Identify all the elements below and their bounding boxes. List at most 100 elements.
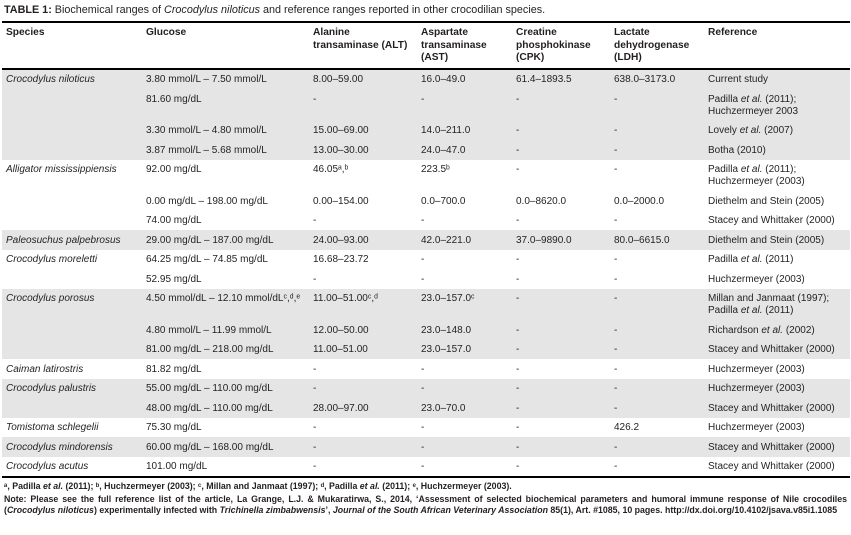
text-segment: 85(1), Art. #1085, 10 pages. http://dx.d… xyxy=(547,505,838,516)
text-segment: Biochemical ranges of xyxy=(51,4,165,16)
cell-glucose: 4.80 mmol/L – 11.99 mmol/L xyxy=(146,324,272,336)
table-row: 81.60 mg/dL - - - - Padilla et al. (2011); Hu… xyxy=(2,89,850,121)
cell-ldh: - xyxy=(614,383,618,395)
cell-cpk: - xyxy=(516,383,520,395)
cell-glucose: 81.82 mg/dL xyxy=(146,363,202,375)
column-header-reference: Reference xyxy=(708,27,758,39)
cell-reference: Stacey and Whittaker (2000) xyxy=(708,461,835,473)
table-row: Crocodylus mindorensis 60.00 mg/dL – 168.… xyxy=(2,437,850,457)
cell-ldh: - xyxy=(614,215,618,227)
cell-alt: 8.00–59.00 xyxy=(313,74,364,86)
table-row: 81.00 mg/dL – 218.00 mg/dL 11.00–51.00 23.… xyxy=(2,339,850,360)
column-header-glucose: Glucose xyxy=(146,27,187,39)
cell-reference: Lovely et al. (2007) xyxy=(708,125,794,137)
cell-reference: Huchzermeyer (2003) xyxy=(708,383,805,395)
text-segment: Journal of the South African Veterinary … xyxy=(332,505,548,516)
cell-alt: - xyxy=(313,93,317,105)
cell-ldh: - xyxy=(614,125,618,137)
cell-ast: - xyxy=(421,461,425,473)
table-note: Note: Please see the full reference list… xyxy=(2,493,850,519)
cell-species xyxy=(2,398,142,418)
cell-reference: Diethelm and Stein (2005) xyxy=(708,195,825,207)
text-segment: TABLE 1: xyxy=(4,4,52,16)
column-header-cpk: Creatine phosphokinase (CPK) xyxy=(516,27,591,63)
table-row: 3.87 mmol/L – 5.68 mmol/L 13.00–30.00 24.0… xyxy=(2,140,850,160)
cell-glucose: 74.00 mg/dL xyxy=(146,215,202,227)
table-row: Paleosuchus palpebrosus 29.00 mg/dL – 187… xyxy=(2,230,850,250)
cell-reference: Diethelm and Stein (2005) xyxy=(708,234,825,246)
cell-ldh: - xyxy=(614,144,618,156)
cell-cpk: - xyxy=(516,402,520,414)
cell-glucose: 64.25 mg/dL – 74.85 mg/dL xyxy=(146,254,268,266)
table-row: Caiman latirostris 81.82 mg/dL - - - - Huchzer… xyxy=(2,359,850,379)
cell-cpk: - xyxy=(516,344,520,356)
cell-glucose: 75.30 mg/dL xyxy=(146,422,202,434)
table-row: Crocodylus moreletti 64.25 mg/dL – 74.85 … xyxy=(2,250,850,270)
cell-cpk: 37.0–9890.0 xyxy=(516,234,572,246)
cell-glucose: 81.60 mg/dL xyxy=(146,93,202,105)
cell-reference: Botha (2010) xyxy=(708,144,766,156)
text-segment: et al. xyxy=(43,481,64,492)
text-segment: Note: Please see the full reference list… xyxy=(4,494,847,516)
cell-glucose: 48.00 mg/dL – 110.00 mg/dL xyxy=(146,402,273,414)
table-row: Crocodylus niloticus 3.80 mmol/L – 7.50 m… xyxy=(2,68,850,90)
table-row: 0.00 mg/dL – 198.00 mg/dL 0.00–154.00 0.0–… xyxy=(2,191,850,211)
cell-cpk: - xyxy=(516,215,520,227)
cell-alt: - xyxy=(313,422,317,434)
table-row: Alligator mississippiensis 92.00 mg/dL 46.… xyxy=(2,160,850,192)
cell-alt: - xyxy=(313,273,317,285)
cell-glucose: 0.00 mg/dL – 198.00 mg/dL xyxy=(146,195,268,207)
cell-ast: 23.0–148.0 xyxy=(421,324,472,336)
cell-glucose: 52.95 mg/dL xyxy=(146,273,202,285)
et-al-italic: et al. xyxy=(739,125,762,137)
cell-ldh: - xyxy=(614,254,618,266)
cell-ast: 23.0–157.0ᶜ xyxy=(421,293,475,305)
cell-ast: 24.0–47.0 xyxy=(421,144,466,156)
cell-ast: - xyxy=(421,254,425,266)
cell-cpk: - xyxy=(516,461,520,473)
cell-species: Crocodylus moreletti xyxy=(6,254,98,266)
cell-species xyxy=(2,121,142,141)
cell-reference: Huchzermeyer (2003) xyxy=(708,273,805,285)
cell-ldh: - xyxy=(614,363,618,375)
cell-reference: Padilla et al. (2011) xyxy=(708,254,794,266)
cell-ast: - xyxy=(421,93,425,105)
cell-alt: 12.00–50.00 xyxy=(313,324,369,336)
cell-cpk: - xyxy=(516,164,520,176)
text-segment: et al. xyxy=(359,481,380,492)
cell-alt: 24.00–93.00 xyxy=(313,234,369,246)
cell-alt: 15.00–69.00 xyxy=(313,125,369,137)
cell-species: Crocodylus mindorensis xyxy=(6,441,113,453)
cell-reference: Padilla et al. (2011); Huchzermeyer 2003 xyxy=(708,93,799,117)
cell-glucose: 81.00 mg/dL – 218.00 mg/dL xyxy=(146,344,274,356)
table-header-row: Species Glucose Alanine transaminase (ALT)… xyxy=(2,22,850,69)
cell-species xyxy=(2,320,142,340)
table-row: 4.80 mmol/L – 11.99 mmol/L 12.00–50.00 23.… xyxy=(2,320,850,340)
cell-alt: - xyxy=(313,441,317,453)
cell-alt: 16.68–23.72 xyxy=(313,254,369,266)
cell-reference: Padilla et al. (2011); Huchzermeyer (200… xyxy=(708,164,805,188)
cell-alt: 28.00–97.00 xyxy=(313,402,369,414)
cell-reference: Stacey and Whittaker (2000) xyxy=(708,215,835,227)
cell-cpk: 61.4–1893.5 xyxy=(516,74,572,86)
cell-ldh: 638.0–3173.0 xyxy=(614,74,676,86)
cell-ast: - xyxy=(421,422,425,434)
cell-reference: Huchzermeyer (2003) xyxy=(708,422,805,434)
cell-ast: - xyxy=(421,441,425,453)
cell-species: Crocodylus porosus xyxy=(6,293,95,305)
cell-glucose: 92.00 mg/dL xyxy=(146,164,202,176)
cell-species: Tomistoma schlegelii xyxy=(6,422,99,434)
cell-ast: - xyxy=(421,273,425,285)
cell-alt: - xyxy=(313,461,317,473)
cell-species xyxy=(2,211,142,231)
cell-species: Crocodylus niloticus xyxy=(6,74,95,86)
cell-cpk: - xyxy=(516,293,520,305)
table-row: 52.95 mg/dL - - - - Huchzermeyer (2003) xyxy=(2,269,850,289)
cell-ldh: - xyxy=(614,344,618,356)
cell-glucose: 3.30 mmol/L – 4.80 mmol/L xyxy=(146,125,267,137)
text-segment: (2011); ᵉ, Huchzermeyer (2003). xyxy=(379,481,512,492)
cell-species: Alligator mississippiensis xyxy=(6,164,117,176)
cell-glucose: 29.00 mg/dL – 187.00 mg/dL xyxy=(146,234,274,246)
cell-ldh: - xyxy=(614,273,618,285)
